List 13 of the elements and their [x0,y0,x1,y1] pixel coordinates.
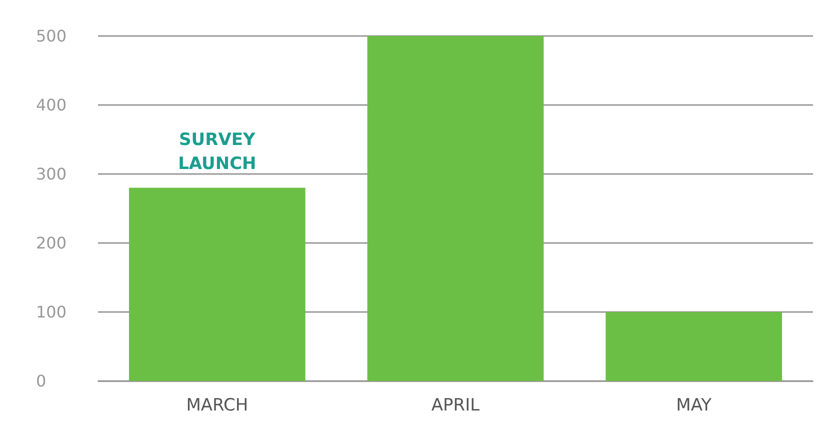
y-tick-label: 100 [36,302,67,322]
x-tick-label: MARCH [186,396,248,416]
y-tick-label: 500 [36,26,67,46]
x-tick-label: MAY [676,396,712,416]
bar [606,312,782,381]
annotation: SURVEY LAUNCH [178,130,256,174]
y-tick-label: 400 [36,96,67,114]
bar [367,36,544,381]
y-tick-label: 0 [36,372,46,390]
y-tick-label: 200 [36,234,67,252]
x-tick-label: APRIL [431,396,480,416]
bar [128,188,306,381]
y-tick-label: 300 [36,164,67,184]
